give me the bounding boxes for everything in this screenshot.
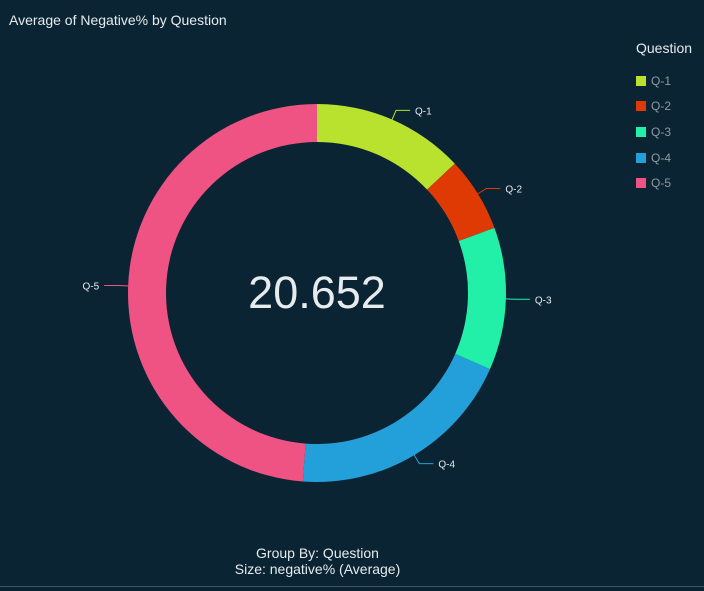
legend-swatch xyxy=(636,178,646,189)
legend-swatch xyxy=(636,75,646,86)
legend-title: Question xyxy=(636,40,693,56)
slice-label-q-1: Q-1 xyxy=(415,106,432,117)
legend-item-q-1[interactable]: Q-1 xyxy=(636,68,692,94)
legend-swatch xyxy=(636,101,646,112)
legend-item-q-3[interactable]: Q-3 xyxy=(636,119,692,145)
slice-label-q-3: Q-3 xyxy=(535,295,552,306)
legend-item-q-4[interactable]: Q-4 xyxy=(636,145,692,171)
legend-swatch xyxy=(636,126,646,137)
legend-item-q-5[interactable]: Q-5 xyxy=(636,170,692,196)
slice-q-2[interactable] xyxy=(427,163,495,241)
slice-label-leaders xyxy=(104,109,530,465)
leader-q-4 xyxy=(413,454,434,465)
slice-label-q-4: Q-4 xyxy=(438,460,455,471)
slice-labels: Q-1 Q-2 Q-3 Q-4 Q-5 xyxy=(82,106,552,470)
legend: Question Q-1 Q-2 Q-3 Q-4 Q-5 xyxy=(636,40,692,196)
legend-label: Q-3 xyxy=(651,124,672,139)
bottom-divider xyxy=(0,586,704,587)
donut-slices xyxy=(128,104,506,483)
legend-label: Q-5 xyxy=(651,176,672,191)
legend-label: Q-1 xyxy=(651,73,672,88)
leader-q-2 xyxy=(477,187,501,195)
leader-q-1 xyxy=(391,109,411,120)
legend-label: Q-2 xyxy=(651,99,672,114)
legend-swatch xyxy=(636,152,646,163)
slice-q-5[interactable] xyxy=(128,104,317,482)
footer-size: Size: negative% (Average) xyxy=(234,561,401,577)
slice-q-1[interactable] xyxy=(317,104,455,190)
legend-items: Q-1 Q-2 Q-3 Q-4 Q-5 xyxy=(636,68,692,196)
chart-title: Average of Negative% by Question xyxy=(9,12,227,28)
slice-q-3[interactable] xyxy=(455,227,506,370)
chart-title-suffix: by Question xyxy=(151,12,227,28)
slice-q-4[interactable] xyxy=(302,353,490,483)
slice-label-q-2: Q-2 xyxy=(505,184,522,195)
chart-footer: Group By: Question Size: negative% (Aver… xyxy=(0,545,635,577)
center-value: 20.652 xyxy=(248,267,386,318)
legend-label: Q-4 xyxy=(651,150,672,165)
chart-title-main: Average of Negative% xyxy=(9,12,149,28)
slice-label-q-5: Q-5 xyxy=(82,281,99,292)
footer-group-by: Group By: Question xyxy=(256,545,379,561)
legend-item-q-2[interactable]: Q-2 xyxy=(636,94,692,120)
